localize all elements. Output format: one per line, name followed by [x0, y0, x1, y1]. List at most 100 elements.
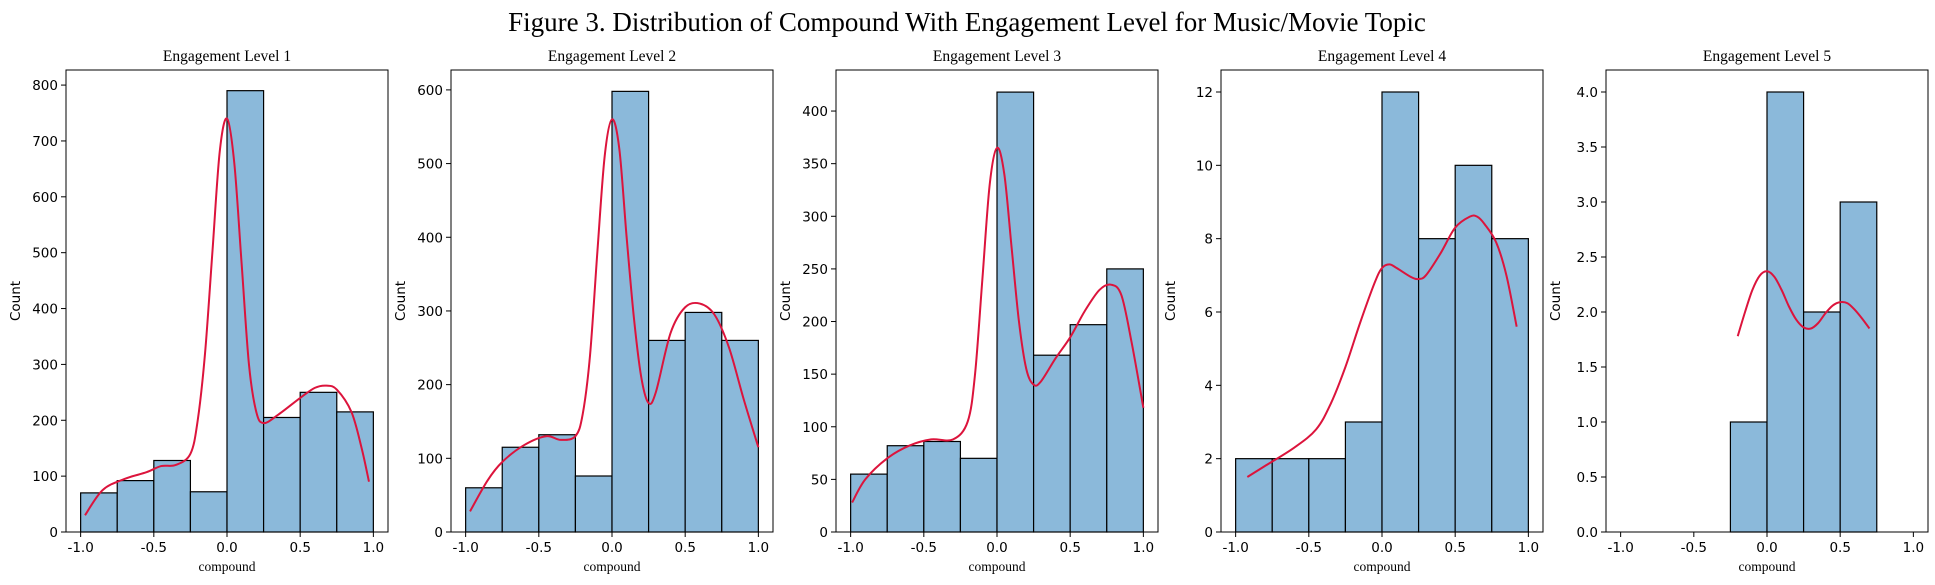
y-tick-label: 0 [819, 525, 828, 541]
histogram-bar [1032, 354, 1071, 533]
x-tick-label: 0.5 [1444, 540, 1465, 556]
histogram-bar [1235, 458, 1273, 533]
y-tick-label: 4.0 [1577, 85, 1598, 101]
x-tick-label: 1.0 [748, 540, 769, 556]
histogram-bar [153, 459, 192, 533]
y-tick-label: 0 [1204, 525, 1213, 541]
y-tick-label: 600 [32, 190, 58, 206]
histogram-bar [923, 440, 962, 533]
y-tick-label: 50 [811, 472, 828, 488]
y-tick-label: 1.0 [1577, 415, 1598, 431]
histogram-bar [1417, 238, 1456, 533]
histogram-bar [1491, 238, 1529, 533]
x-tick-label: -0.5 [911, 540, 937, 556]
histogram-bar [116, 480, 155, 533]
y-tick-label: 2 [1204, 452, 1213, 468]
x-tick-label: -1.0 [1607, 540, 1633, 556]
y-tick-label: 350 [802, 157, 828, 173]
chart-panels: -1.0 -0.5 0.0 0.5 1.001002003004005006007008… [8, 48, 1929, 574]
x-axis-label: compound [969, 559, 1026, 574]
x-tick-label: -0.5 [141, 540, 167, 556]
histogram-bar [1839, 201, 1878, 533]
y-tick-label: 0.5 [1577, 470, 1598, 486]
y-tick-label: 0 [49, 525, 58, 541]
histogram-bar [959, 457, 998, 533]
x-axis-label: compound [584, 559, 641, 574]
y-tick-label: 300 [417, 304, 443, 320]
kde-curve [469, 118, 760, 512]
x-tick-label: 1.0 [1133, 540, 1154, 556]
y-tick-label: 6 [1204, 305, 1213, 321]
y-tick-label: 700 [32, 134, 58, 150]
y-tick-label: 3.5 [1577, 140, 1598, 156]
kde-curve [1246, 214, 1518, 478]
x-tick-label: 0.5 [1829, 540, 1850, 556]
x-tick-label: 0.5 [289, 540, 310, 556]
y-axis-label: Count [8, 281, 24, 321]
y-tick-label: 100 [417, 451, 443, 467]
x-tick-label: -0.5 [526, 540, 552, 556]
chart-panel-2: -1.0 -0.5 0.0 0.5 1.0 0 100 200 300 400 500 600 Enga… [393, 48, 774, 574]
histogram-bar [574, 475, 613, 533]
chart-panel-3: -1.0 -0.5 0.0 0.5 1.0 0 50 100 150 200 250 300 350 40… [778, 48, 1159, 574]
y-tick-label: 200 [32, 413, 58, 429]
histogram-bar [647, 339, 686, 533]
x-tick-label: -1.0 [1222, 540, 1248, 556]
y-axis-label: Count [1548, 281, 1564, 321]
histogram-bar [299, 391, 338, 533]
kde-curve [84, 117, 370, 516]
y-tick-label: 100 [32, 469, 58, 485]
chart-panel-1: -1.0 -0.5 0.0 0.5 1.0 0 100 200 300 400 500 600 700 8… [8, 48, 389, 574]
histogram-bar [611, 90, 650, 533]
y-tick-label: 150 [802, 367, 828, 383]
histogram-bar [1344, 421, 1383, 533]
y-tick-label: 400 [32, 302, 58, 318]
histogram-bar [721, 339, 759, 533]
y-tick-label: 250 [802, 262, 828, 278]
x-tick-label: 0.0 [601, 540, 622, 556]
y-tick-label: 100 [802, 420, 828, 436]
histogram-bar [886, 445, 925, 533]
y-tick-label: 500 [32, 246, 58, 262]
y-axis-label: Count [1163, 281, 1179, 321]
y-tick-label: 200 [417, 378, 443, 394]
y-tick-label: 200 [802, 315, 828, 331]
histogram-bar [1802, 311, 1841, 533]
x-tick-label: 0.5 [1059, 540, 1080, 556]
y-tick-label: 300 [32, 357, 58, 373]
y-tick-label: 12 [1196, 85, 1213, 101]
x-tick-label: -0.5 [1296, 540, 1322, 556]
y-tick-label: 3.0 [1577, 195, 1598, 211]
kde-curve [851, 146, 1145, 504]
figure-title: Figure 3. Distribution of Compound With … [508, 7, 1426, 37]
x-tick-label: -1.0 [452, 540, 478, 556]
y-tick-label: 0 [434, 525, 443, 541]
y-tick-label: 2.0 [1577, 305, 1598, 321]
y-axis-label: Count [778, 281, 794, 321]
x-tick-label: 1.0 [1518, 540, 1539, 556]
histogram-bar [1308, 458, 1347, 533]
y-tick-label: 400 [417, 230, 443, 246]
panel-title: Engagement Level 5 [1703, 48, 1832, 65]
y-axis-label: Count [393, 281, 409, 321]
x-tick-label: 1.0 [363, 540, 384, 556]
y-tick-label: 4 [1204, 378, 1213, 394]
x-tick-label: 0.0 [1371, 540, 1392, 556]
y-tick-label: 400 [802, 104, 828, 120]
panel-title: Engagement Level 2 [548, 48, 676, 65]
histogram-bar [1381, 91, 1420, 533]
x-tick-label: 0.5 [674, 540, 695, 556]
histogram-bar [684, 311, 723, 533]
panel-title: Engagement Level 4 [1318, 48, 1447, 65]
chart-panel-4: -1.0 -0.5 0.0 0.5 1.0 0 2 4 6 8 10 12 Engagement Lev… [1163, 48, 1544, 574]
x-axis-label: compound [1739, 559, 1796, 574]
y-tick-label: 10 [1196, 158, 1213, 174]
x-tick-label: 1.0 [1903, 540, 1924, 556]
x-tick-label: -1.0 [67, 540, 93, 556]
histogram-bar [1454, 164, 1493, 533]
y-tick-label: 0.0 [1577, 525, 1598, 541]
histogram-bar [189, 491, 228, 533]
panel-title: Engagement Level 1 [163, 48, 291, 65]
panel-title: Engagement Level 3 [933, 48, 1062, 65]
